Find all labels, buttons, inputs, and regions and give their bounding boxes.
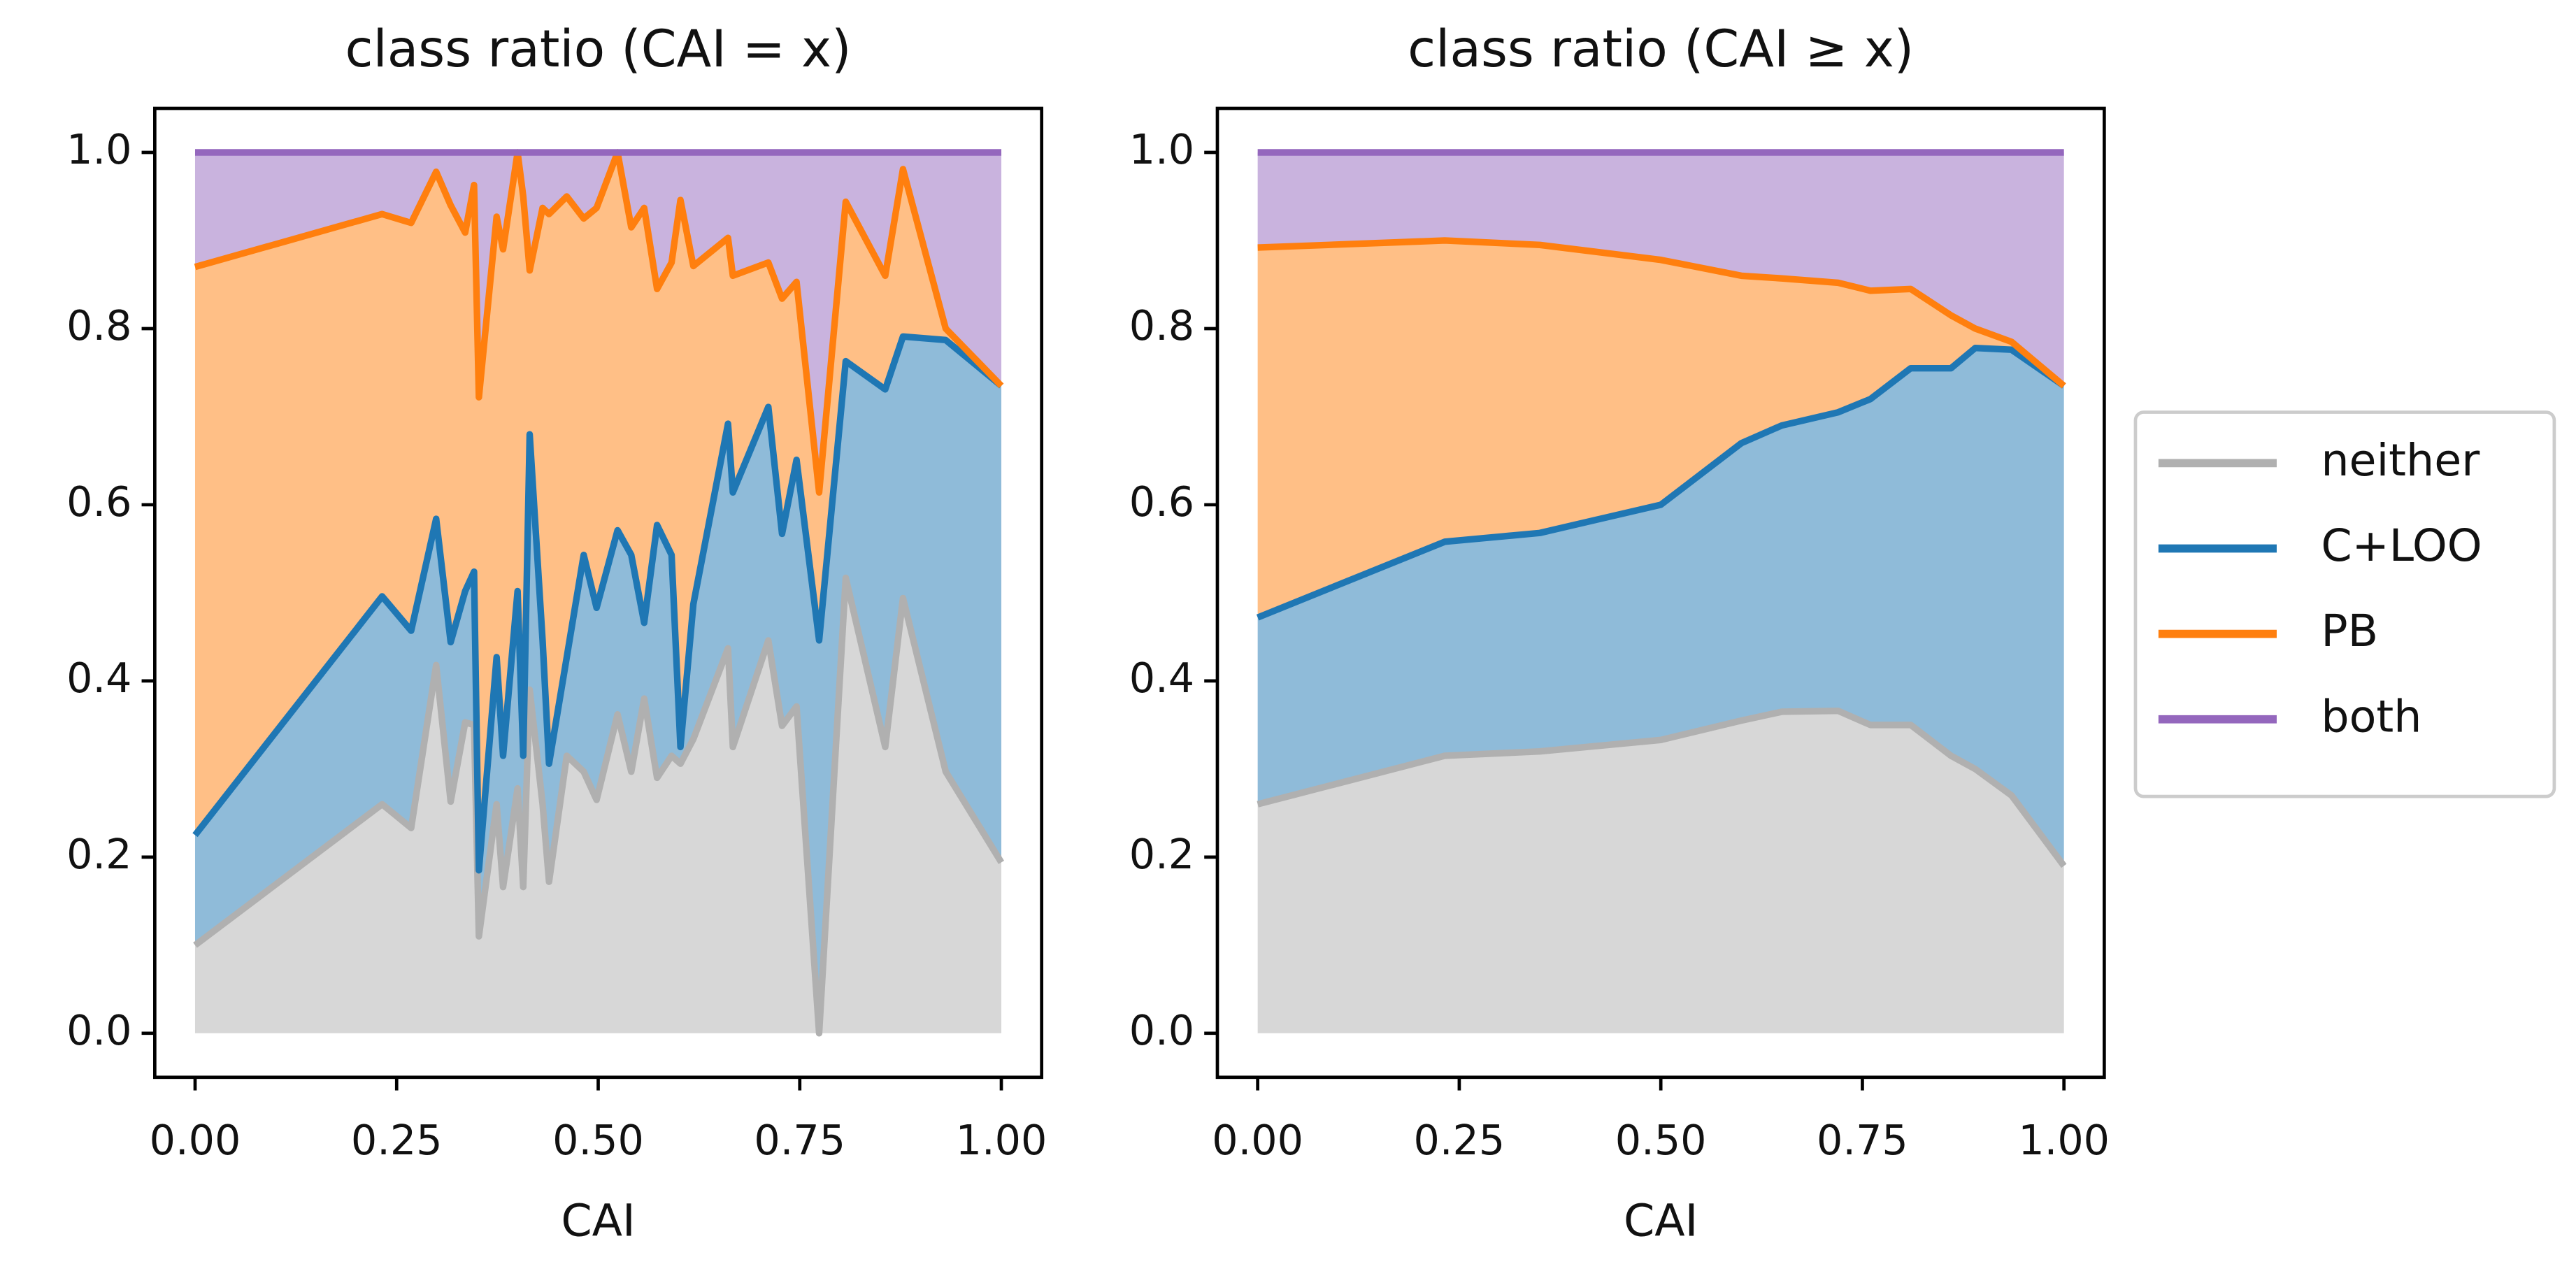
plot-area	[192, 149, 1005, 1037]
stack-line	[1256, 344, 2066, 621]
y-tick-label: 0.6	[1129, 478, 1194, 526]
y-tick-label: 1.0	[1129, 126, 1194, 173]
x-tick-label: 0.00	[1212, 1117, 1303, 1164]
stack-area	[1257, 152, 2064, 386]
x-tick-label: 1.00	[956, 1117, 1047, 1164]
chart-title: class ratio (CAI = x)	[345, 20, 851, 79]
y-tick-label: 0.8	[1129, 302, 1194, 350]
stack-line	[1257, 237, 2066, 389]
stack-line	[193, 574, 1005, 1037]
x-tick-label: 1.00	[2018, 1117, 2110, 1164]
y-tick-label: 0.2	[66, 831, 131, 878]
stack-line	[194, 149, 1004, 496]
stack-area	[1257, 710, 2064, 1033]
chart-title: class ratio (CAI ≥ x)	[1408, 20, 1914, 79]
plot-area	[1256, 149, 2067, 1033]
x-tick-label: 0.50	[552, 1117, 644, 1164]
y-tick-label: 0.4	[66, 654, 131, 702]
stack-line	[1257, 708, 2067, 868]
x-tick-label: 0.25	[1414, 1117, 1505, 1164]
legend-box	[2133, 410, 2556, 798]
y-tick-label: 0.0	[1129, 1007, 1194, 1054]
legend-label: C+LOO	[2321, 519, 2482, 571]
x-tick-label: 0.00	[150, 1117, 241, 1164]
x-tick-label: 0.25	[351, 1117, 443, 1164]
stack-area	[1257, 347, 2064, 866]
y-tick-label: 0.4	[1129, 654, 1194, 702]
y-tick-label: 0.2	[1129, 831, 1194, 878]
legend-label: neither	[2321, 434, 2480, 486]
y-tick-label: 0.8	[66, 302, 131, 350]
x-tick-label: 0.50	[1615, 1117, 1707, 1164]
y-tick-label: 1.0	[66, 126, 131, 173]
y-tick-label: 0.0	[66, 1007, 131, 1054]
x-axis-label: CAI	[561, 1194, 635, 1246]
legend-label: both	[2321, 690, 2421, 742]
stack-area	[194, 578, 1002, 1033]
legend-label: PB	[2321, 605, 2378, 657]
stack-line	[192, 333, 1004, 874]
x-tick-label: 0.75	[1817, 1117, 1908, 1164]
y-tick-label: 0.6	[66, 478, 131, 526]
stack-area	[1257, 240, 2064, 618]
stack-area	[194, 152, 1002, 493]
x-axis-label: CAI	[1624, 1194, 1698, 1246]
x-tick-label: 0.75	[754, 1117, 845, 1164]
